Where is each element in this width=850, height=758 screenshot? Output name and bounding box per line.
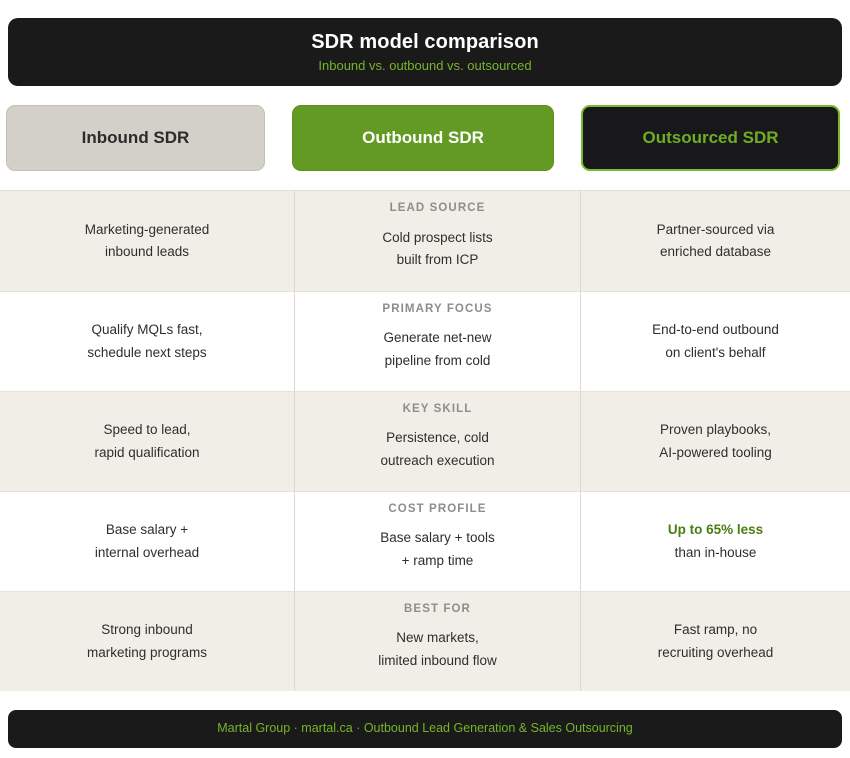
table-row: Qualify MQLs fast, schedule next steps P… — [0, 291, 850, 391]
comparison-table: Marketing-generated inbound leads LEAD S… — [0, 190, 850, 691]
row-label: COST PROFILE — [388, 503, 487, 515]
cell-outbound-text: New markets, limited inbound flow — [378, 630, 497, 668]
cell-outsourced: Partner-sourced via enriched database — [581, 191, 850, 291]
column-header-inbound[interactable]: Inbound SDR — [6, 105, 265, 171]
page-title: SDR model comparison — [311, 30, 539, 53]
cell-outsourced: Proven playbooks, AI-powered tooling — [581, 392, 850, 491]
footer-attribution: Martal Group · martal.ca · Outbound Lead… — [217, 721, 633, 736]
cell-outsourced: End-to-end outbound on client's behalf — [581, 292, 850, 391]
cell-inbound: Base salary + internal overhead — [0, 492, 294, 591]
cell-inbound-text: Base salary + internal overhead — [94, 522, 200, 560]
page-subtitle: Inbound vs. outbound vs. outsourced — [318, 57, 532, 73]
column-header-inbound-label: Inbound SDR — [81, 128, 190, 147]
cell-outbound: KEY SKILL Persistence, cold outreach exe… — [294, 392, 581, 491]
cell-inbound: Marketing-generated inbound leads — [0, 191, 294, 291]
footer-banner: Martal Group · martal.ca · Outbound Lead… — [8, 710, 842, 748]
row-label: KEY SKILL — [402, 403, 473, 415]
cell-inbound: Speed to lead, rapid qualification — [0, 392, 294, 491]
cell-outbound: BEST FOR New markets, limited inbound fl… — [294, 592, 581, 691]
cell-outsourced: Up to 65% less than in-house — [581, 492, 850, 591]
cell-inbound-text: Marketing-generated inbound leads — [84, 221, 210, 259]
cell-outbound: PRIMARY FOCUS Generate net-new pipeline … — [294, 292, 581, 391]
column-header-outsourced[interactable]: Outsourced SDR — [581, 105, 840, 171]
row-label: PRIMARY FOCUS — [382, 303, 493, 315]
column-header-outsourced-label: Outsourced SDR — [642, 128, 779, 147]
table-row: Speed to lead, rapid qualification KEY S… — [0, 391, 850, 491]
column-header-tabs: Inbound SDR Outbound SDR Outsourced SDR — [0, 105, 850, 171]
cell-inbound-text: Qualify MQLs fast, schedule next steps — [87, 322, 207, 360]
cell-outsourced: Fast ramp, no recruiting overhead — [581, 592, 850, 691]
cell-outbound-text: Base salary + tools + ramp time — [380, 530, 495, 568]
title-banner: SDR model comparison Inbound vs. outboun… — [8, 18, 842, 86]
cell-outbound: LEAD SOURCE Cold prospect lists built fr… — [294, 191, 581, 291]
cell-outsourced-text: Proven playbooks, AI-powered tooling — [659, 422, 772, 460]
row-label: BEST FOR — [404, 603, 471, 615]
column-header-outbound-label: Outbound SDR — [362, 128, 484, 147]
cell-outbound-text: Persistence, cold outreach execution — [380, 430, 495, 468]
cell-inbound-text: Strong inbound marketing programs — [86, 622, 208, 660]
cost-savings-highlight: Up to 65% less — [667, 522, 764, 538]
cell-outsourced-text: End-to-end outbound on client's behalf — [652, 322, 779, 360]
cost-savings-subtext: than in-house — [674, 544, 757, 560]
cell-outbound-text: Generate net-new pipeline from cold — [383, 330, 492, 368]
cell-outbound-text: Cold prospect lists built from ICP — [382, 229, 493, 267]
column-header-outbound[interactable]: Outbound SDR — [292, 105, 554, 171]
cell-outbound: COST PROFILE Base salary + tools + ramp … — [294, 492, 581, 591]
cell-outsourced-text: Fast ramp, no recruiting overhead — [657, 622, 774, 660]
cell-inbound: Strong inbound marketing programs — [0, 592, 294, 691]
cell-inbound-text: Speed to lead, rapid qualification — [94, 422, 200, 460]
table-row: Strong inbound marketing programs BEST F… — [0, 591, 850, 691]
table-row: Base salary + internal overhead COST PRO… — [0, 491, 850, 591]
row-label: LEAD SOURCE — [389, 202, 486, 214]
cell-outsourced-text: Partner-sourced via enriched database — [656, 221, 775, 259]
cell-inbound: Qualify MQLs fast, schedule next steps — [0, 292, 294, 391]
table-row: Marketing-generated inbound leads LEAD S… — [0, 191, 850, 291]
